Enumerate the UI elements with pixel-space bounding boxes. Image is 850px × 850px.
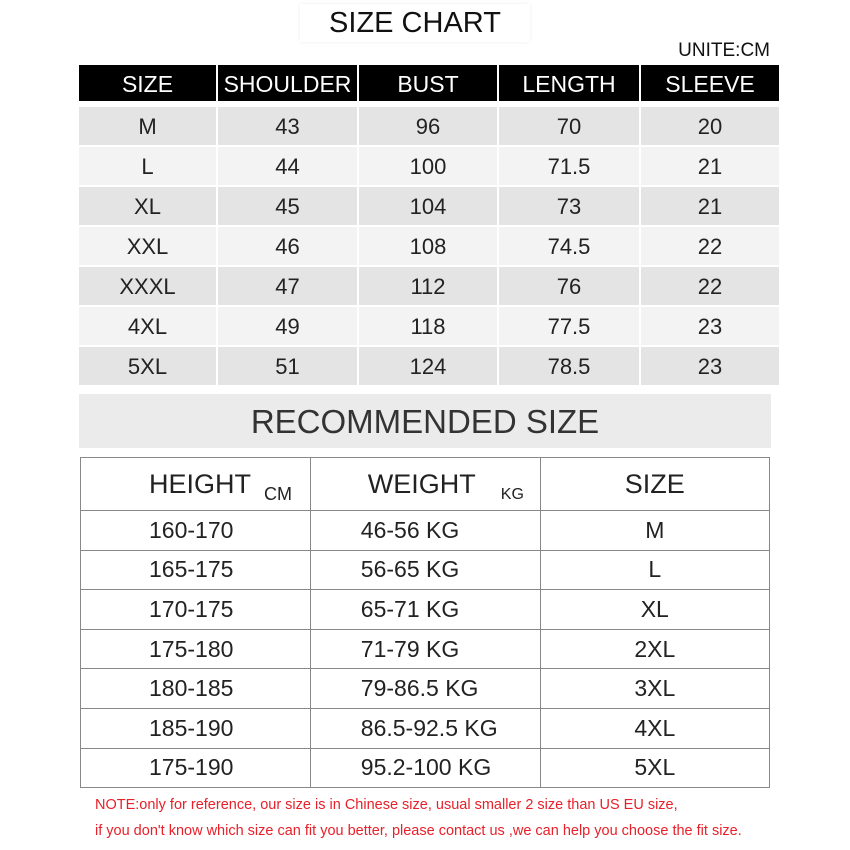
table-cell: 70	[499, 107, 639, 145]
table-cell: 112	[359, 267, 497, 305]
table-cell: 100	[359, 147, 497, 185]
table-cell: 4XL	[79, 307, 216, 345]
table-cell: 180-185	[80, 668, 311, 709]
table-cell: L	[539, 549, 771, 591]
table-cell: 73	[499, 187, 639, 225]
table-cell: XXXL	[79, 267, 216, 305]
header-weight-label: WEIGHT	[367, 468, 476, 499]
table-cell: 2XL	[539, 628, 771, 670]
table-row: 175-190 95.2-100 KG 5XL	[80, 747, 771, 789]
table-cell: 78.5	[499, 347, 639, 385]
recommended-size-title: RECOMMENDED SIZE	[79, 394, 771, 448]
header-size: SIZE	[79, 65, 216, 101]
table-cell: 23	[641, 307, 779, 345]
table-cell: 21	[641, 187, 779, 225]
weight-unit: KG	[500, 486, 524, 503]
table-cell: 175-190	[80, 747, 311, 789]
table-cell: XXL	[79, 227, 216, 265]
table-cell: L	[79, 147, 216, 185]
table-row: 175-180 71-79 KG 2XL	[80, 628, 771, 670]
table-cell: 160-170	[80, 510, 311, 551]
table-cell: 86.5-92.5 KG	[309, 707, 541, 749]
table-cell: 23	[641, 347, 779, 385]
table-cell: 46	[218, 227, 357, 265]
table-cell: 108	[359, 227, 497, 265]
recommended-size-table: HEIGHT CM WEIGHT KG SIZE 160-170 46-56 KG M 1…	[80, 457, 771, 789]
table-cell: 22	[641, 267, 779, 305]
header-size: SIZE	[539, 457, 771, 511]
table-cell: 96	[359, 107, 497, 145]
header-bust: BUST	[359, 65, 497, 101]
header-length: LENGTH	[499, 65, 639, 101]
table-cell: XL	[539, 589, 771, 630]
table-cell: XL	[79, 187, 216, 225]
table-cell: 56-65 KG	[309, 549, 541, 591]
table-row: 185-190 86.5-92.5 KG 4XL	[80, 707, 771, 749]
header-sleeve: SLEEVE	[641, 65, 779, 101]
table-cell: 44	[218, 147, 357, 185]
height-unit: CM	[264, 484, 292, 504]
table-cell: 47	[218, 267, 357, 305]
table-cell: 71-79 KG	[309, 628, 541, 670]
header-shoulder: SHOULDER	[218, 65, 357, 101]
table-cell: 22	[641, 227, 779, 265]
table-cell: 77.5	[499, 307, 639, 345]
table-cell: 185-190	[80, 707, 311, 749]
table-row: 170-175 65-71 KG XL	[80, 589, 771, 630]
table-cell: 118	[359, 307, 497, 345]
table-row: 165-175 56-65 KG L	[80, 549, 771, 591]
table-cell: 45	[218, 187, 357, 225]
table-cell: 20	[641, 107, 779, 145]
table-cell: 46-56 KG	[309, 510, 541, 551]
table-cell: 76	[499, 267, 639, 305]
table-cell: 170-175	[80, 589, 311, 630]
table-cell: 49	[218, 307, 357, 345]
table-cell: 175-180	[80, 628, 311, 670]
size-chart-title: SIZE CHART	[300, 4, 530, 42]
note-line-2: if you don't know which size can fit you…	[95, 823, 742, 839]
table-cell: 74.5	[499, 227, 639, 265]
table-cell: 5XL	[539, 747, 771, 789]
table-cell: 71.5	[499, 147, 639, 185]
table-cell: M	[539, 510, 771, 551]
table-cell: 165-175	[80, 549, 311, 591]
header-height: HEIGHT CM	[80, 457, 311, 511]
table-cell: 51	[218, 347, 357, 385]
table-cell: 21	[641, 147, 779, 185]
table-row: 180-185 79-86.5 KG 3XL	[80, 668, 771, 709]
table-cell: M	[79, 107, 216, 145]
unit-label: UNITE:CM	[678, 40, 770, 61]
header-weight: WEIGHT KG	[309, 457, 541, 511]
spacer	[79, 103, 779, 105]
size-table: SIZE SHOULDER BUST LENGTH SLEEVE M 43 96 70 20 L 44…	[79, 65, 779, 385]
header-height-label: HEIGHT	[149, 468, 252, 499]
table-cell: 124	[359, 347, 497, 385]
table-cell: 95.2-100 KG	[309, 747, 541, 789]
table-cell: 3XL	[539, 668, 771, 709]
table-cell: 65-71 KG	[309, 589, 541, 630]
table-cell: 4XL	[539, 707, 771, 749]
table-cell: 79-86.5 KG	[309, 668, 541, 709]
table-cell: 104	[359, 187, 497, 225]
table-cell: 43	[218, 107, 357, 145]
table-cell: 5XL	[79, 347, 216, 385]
table-header-row: HEIGHT CM WEIGHT KG SIZE	[80, 457, 771, 511]
note-line-1: NOTE:only for reference, our size is in …	[95, 797, 678, 813]
table-row: 160-170 46-56 KG M	[80, 510, 771, 551]
